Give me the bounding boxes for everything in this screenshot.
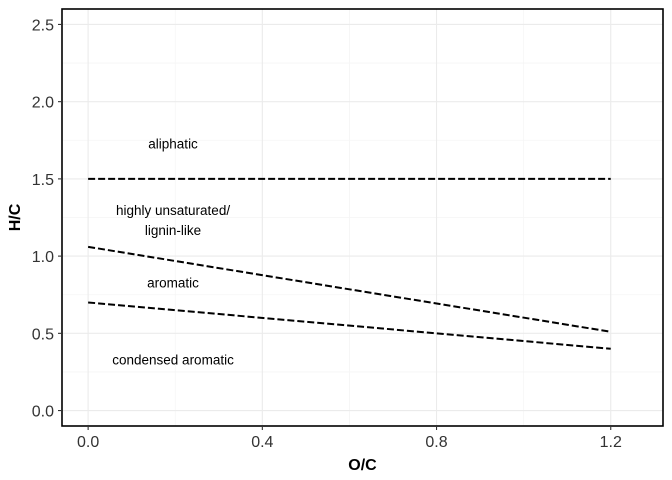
grid-minor — [62, 9, 663, 426]
y-tick-label: 0.5 — [32, 326, 54, 343]
y-axis-title: H/C — [7, 203, 24, 231]
y-tick-label: 2.0 — [32, 95, 54, 112]
y-axis: 0.0 0.5 1.0 1.5 2.0 2.5 — [32, 17, 62, 421]
y-tick-label: 1.5 — [32, 172, 54, 189]
y-tick-label: 2.5 — [32, 17, 54, 34]
series-line-2 — [87, 245, 611, 333]
region-label: highly unsaturated/ — [116, 203, 230, 218]
y-tick-label: 1.0 — [32, 249, 54, 266]
region-label: aliphatic — [148, 136, 198, 151]
x-tick-label: 1.2 — [600, 434, 622, 451]
region-label: condensed aromatic — [112, 353, 234, 368]
annotations: aliphatic highly unsaturated/lignin-like a… — [112, 136, 234, 367]
y-tick-label: 0.0 — [32, 404, 54, 421]
panel-border — [61, 8, 664, 427]
region-label: aromatic — [147, 275, 199, 290]
x-tick-label: 0.0 — [77, 434, 99, 451]
series-line-3 — [88, 301, 611, 350]
x-axis-title: O/C — [348, 457, 377, 474]
series-group — [87, 177, 611, 350]
grid-major — [62, 9, 663, 426]
x-tick-label: 0.8 — [425, 434, 447, 451]
x-tick-label: 0.4 — [251, 434, 273, 451]
region-label: lignin-like — [145, 223, 201, 238]
x-axis: 0.0 0.4 0.8 1.2 — [77, 426, 622, 451]
